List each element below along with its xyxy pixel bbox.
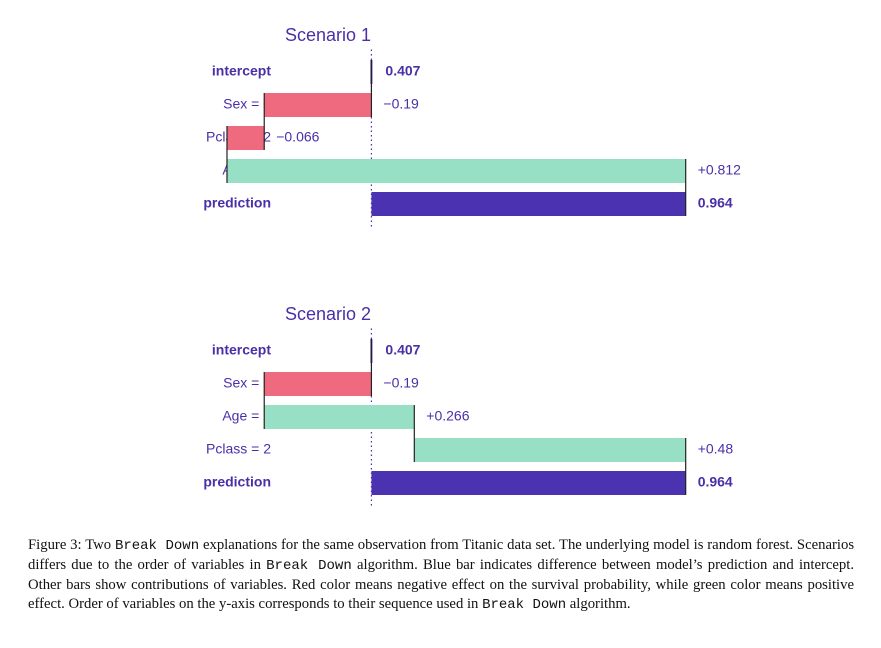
- bar-total: [371, 471, 686, 495]
- category-label: Age = 2: [222, 408, 271, 424]
- caption-code-term: Break Down: [114, 538, 200, 554]
- value-label: 0.964: [698, 474, 733, 490]
- value-label: +0.812: [698, 162, 741, 178]
- category-label: prediction: [203, 195, 271, 211]
- value-label: 0.407: [385, 63, 420, 79]
- break-down-charts: Scenario 1 intercept 0.407 Sex = 0 −0.19 Pcla…: [203, 25, 741, 506]
- caption-code-term: Break Down: [482, 597, 567, 613]
- chart-title: Scenario 2: [285, 304, 371, 324]
- category-label: Pclass = 2: [206, 441, 271, 457]
- category-label: Sex = 0: [223, 96, 271, 112]
- bar-positive: [414, 438, 686, 462]
- caption-figure-label: Figure 3:: [28, 537, 82, 553]
- caption-part3: algorithm.: [569, 596, 631, 612]
- value-label: +0.266: [426, 408, 469, 424]
- value-label: −0.19: [383, 96, 419, 112]
- value-label: 0.407: [385, 342, 420, 358]
- value-label: +0.48: [698, 441, 734, 457]
- value-label: −0.19: [383, 375, 419, 391]
- value-label: 0.964: [698, 195, 733, 211]
- caption-intro: Two: [85, 537, 112, 553]
- category-label: intercept: [212, 63, 271, 79]
- caption-part2: algorithm. Blue bar indicates difference…: [28, 557, 855, 612]
- bar-negative: [264, 93, 372, 117]
- figure-caption: Figure 3: Two Break Down explanations fo…: [28, 536, 854, 615]
- bar-negative: [226, 126, 265, 150]
- figure: Scenario 1 intercept 0.407 Sex = 0 −0.19 Pcla…: [203, 25, 741, 506]
- category-label: Sex = 0: [223, 375, 271, 391]
- chart-title: Scenario 1: [285, 25, 371, 45]
- bar-positive: [264, 405, 415, 429]
- bar-positive: [226, 159, 686, 183]
- bar-total: [371, 192, 686, 216]
- bar-negative: [264, 372, 372, 396]
- value-label: −0.066: [276, 129, 319, 145]
- category-label: intercept: [212, 342, 271, 358]
- caption-part1: explanations for the same observation fr…: [28, 537, 855, 573]
- caption-code-term: Break Down: [266, 558, 352, 574]
- category-label: prediction: [203, 474, 271, 490]
- chart-panel-2: Scenario 2 intercept 0.407 Sex = 0 −0.19 Age …: [203, 304, 733, 506]
